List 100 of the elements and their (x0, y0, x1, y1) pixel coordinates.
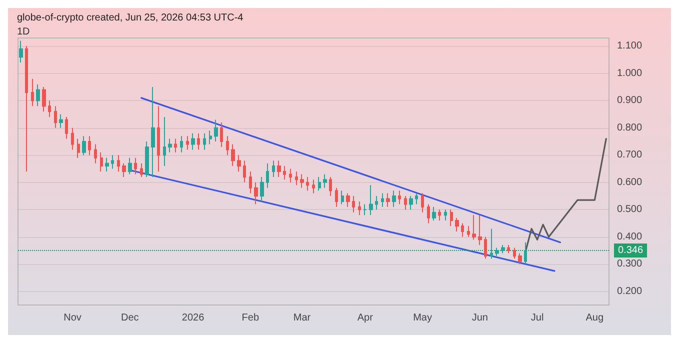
candlestick (386, 192, 390, 208)
candlestick (272, 160, 275, 178)
candlestick (369, 184, 373, 216)
candlestick (54, 106, 57, 128)
candlestick (289, 168, 292, 183)
x-tick-label: May (413, 312, 432, 324)
y-tick-label: 0.800 (617, 122, 642, 134)
chart-title: globe-of-crypto created, Jun 25, 2026 04:53 UTC-4 (17, 12, 244, 24)
y-tick-label: 0.900 (617, 95, 642, 106)
candlestick (88, 136, 91, 156)
candlestick (484, 236, 487, 260)
y-tick-label: 1.100 (617, 40, 642, 52)
candlestick (318, 176, 321, 192)
candlestick (209, 130, 212, 145)
candlestick (467, 225, 470, 238)
candlestick (42, 86, 46, 112)
candlestick (82, 136, 86, 156)
candlestick (352, 196, 355, 213)
candlestick (100, 152, 103, 172)
candlestick (249, 171, 252, 194)
candlestick (117, 154, 120, 172)
candlestick (472, 214, 476, 240)
x-tick-label: 2026 (182, 312, 205, 324)
candlestick (243, 160, 246, 183)
candlestick (415, 192, 418, 205)
candlestick (444, 209, 447, 222)
candlestick (432, 206, 436, 222)
candlestick (203, 132, 206, 150)
x-tick-label: Aug (586, 312, 604, 324)
candlestick (59, 114, 63, 128)
candlestick (48, 100, 51, 118)
candlestick (220, 122, 223, 148)
candlestick (507, 244, 510, 254)
candlestick (266, 162, 269, 188)
candlestick (197, 132, 200, 150)
candlestick (25, 46, 28, 172)
x-tick-label: Nov (64, 312, 82, 324)
candlestick (77, 138, 80, 158)
candlestick (226, 136, 229, 156)
ref-line-label: 0.346 (618, 245, 644, 256)
candlestick (168, 138, 172, 153)
candlestick (254, 182, 258, 205)
candlestick (191, 132, 195, 150)
candlestick (31, 78, 34, 107)
candlestick (174, 138, 177, 153)
candlestick (151, 86, 155, 178)
candlestick (461, 222, 464, 238)
candlestick (186, 136, 189, 150)
candlestick (329, 176, 332, 197)
candlestick (111, 154, 114, 170)
candlestick (65, 116, 68, 140)
candlestick (295, 171, 298, 186)
candlestick (409, 196, 413, 210)
candlestick (94, 144, 97, 164)
candlestick (490, 228, 493, 260)
candlestick (455, 217, 459, 232)
candlestick (128, 157, 132, 175)
candlestick (231, 144, 235, 167)
line-series (525, 138, 607, 252)
candlestick (260, 176, 264, 202)
candlestick (346, 192, 350, 208)
x-tick-label: Apr (357, 312, 374, 324)
candlestick (105, 157, 109, 172)
x-tick-label: Dec (120, 312, 139, 324)
x-tick-label: Feb (242, 312, 260, 324)
candlestick (122, 162, 126, 178)
candlestick (180, 136, 183, 153)
candlestick (283, 166, 286, 180)
candlestick (323, 174, 327, 188)
candlestick (392, 190, 396, 208)
y-tick-label: 0.500 (617, 204, 642, 216)
candlestick (300, 174, 304, 188)
y-tick-label: 0.700 (617, 150, 642, 161)
candlestick (495, 247, 499, 256)
candlestick (145, 141, 149, 178)
candlestick (398, 190, 401, 205)
candlestick (478, 214, 482, 246)
candlestick (513, 247, 516, 260)
y-tick-label: 1.000 (617, 68, 642, 79)
candlestick (157, 106, 160, 172)
candlestick (438, 209, 441, 222)
y-tick-label: 0.600 (617, 176, 642, 188)
candlestick (341, 190, 344, 205)
y-tick-label: 0.300 (617, 258, 642, 270)
candlestick (19, 40, 23, 64)
candlestick (214, 119, 218, 142)
candlestick (450, 209, 453, 226)
candlestick (381, 192, 384, 208)
candlestick (306, 176, 309, 192)
y-tick-label: 0.400 (617, 231, 642, 242)
candlestick (375, 196, 378, 210)
candlestick (277, 160, 281, 178)
chart-subtitle: 1D (17, 26, 30, 38)
candlestick (524, 242, 527, 265)
x-tick-label: Mar (293, 312, 312, 324)
candlestick (501, 244, 505, 254)
candlestick (335, 187, 338, 208)
candlestick (71, 127, 74, 150)
x-tick-label: Jun (472, 312, 488, 324)
candlestick (163, 116, 166, 167)
